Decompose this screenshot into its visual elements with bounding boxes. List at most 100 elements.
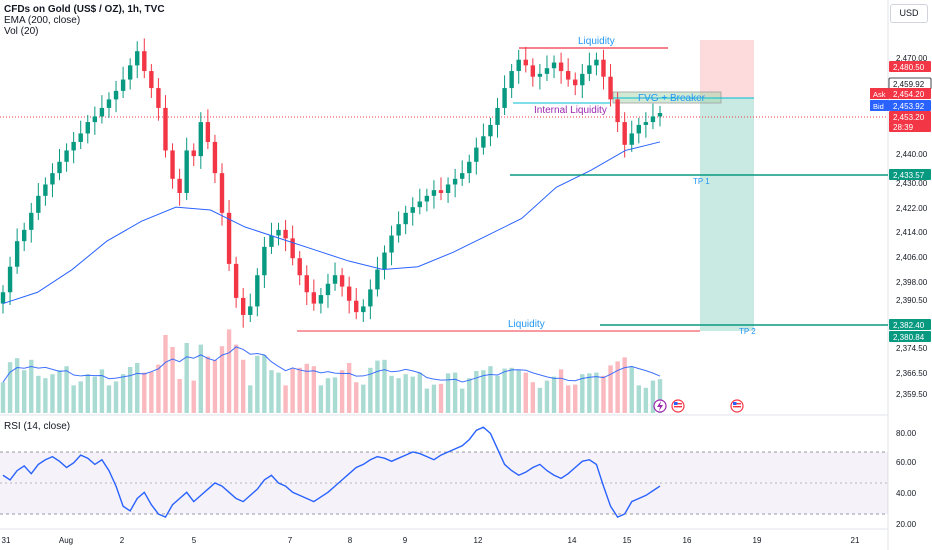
candle-body — [149, 71, 154, 89]
time-tick-label: 8 — [348, 536, 353, 545]
volume-bar — [502, 368, 507, 413]
volume-bar — [389, 375, 394, 413]
volume-bar — [622, 357, 627, 413]
volume-bar — [629, 366, 634, 413]
candle-body — [240, 297, 246, 315]
candle-body — [7, 266, 13, 293]
chart-legend: CFDs on Gold (US$ / OZ), 1h, TVC EMA (20… — [4, 4, 165, 37]
candle-body — [516, 59, 521, 72]
candle-body — [438, 190, 444, 193]
time-axis[interactable]: 31 Aug 2 5 7 8 9 12 14 15 16 19 21 — [2, 536, 860, 545]
volume-bar — [212, 359, 218, 413]
candle-body — [502, 88, 507, 108]
liquidity-bottom-label[interactable]: Liquidity — [508, 319, 545, 330]
fvg-breaker-label[interactable]: FVG + Breaker — [638, 93, 706, 104]
time-tick-label: 19 — [753, 536, 762, 545]
us-flag-event-icon-2[interactable] — [730, 399, 744, 413]
volume-bar — [558, 369, 564, 413]
rsi-line — [2, 426, 661, 518]
candle-body — [657, 113, 663, 117]
volume-bar — [368, 367, 373, 413]
price-tick-label: 2,470.00 — [896, 54, 928, 63]
ema-legend[interactable]: EMA (200, close) — [4, 15, 81, 26]
price-axis[interactable]: 2,470.00 2,440.00 2,430.00 2,422.00 2,414.00… — [870, 54, 932, 399]
time-tick-label: 2 — [120, 536, 125, 545]
volume-bar — [113, 381, 119, 413]
candle-body — [382, 252, 387, 270]
time-tick-label: 21 — [851, 536, 860, 545]
candle-body — [594, 59, 599, 66]
price-badge — [889, 319, 931, 330]
target-zone[interactable] — [700, 98, 754, 331]
volume-bar — [198, 344, 204, 413]
us-flag-event-icon[interactable] — [671, 399, 685, 413]
side-badge — [870, 100, 889, 111]
volume-bar — [184, 343, 189, 413]
volume-bar — [459, 388, 465, 413]
stop-zone[interactable] — [700, 40, 754, 98]
liquidity-top-label[interactable]: Liquidity — [578, 36, 615, 47]
candle-body — [255, 275, 260, 307]
price-badge — [889, 331, 931, 342]
candle-body — [650, 116, 656, 123]
candle-body — [389, 235, 394, 253]
candle-body — [78, 133, 83, 142]
candle-body — [558, 62, 564, 72]
candle-body — [304, 275, 309, 293]
side-badge-label: Bid — [873, 102, 884, 111]
candle-body — [269, 235, 274, 247]
volume-bar — [99, 369, 105, 413]
candle-body — [339, 275, 345, 287]
candle-body — [424, 195, 430, 202]
symbol-title[interactable]: CFDs on Gold (US$ / OZ), 1h, TVC — [4, 4, 165, 15]
candle-body — [142, 51, 147, 72]
volume-bar — [438, 383, 444, 413]
volume-bar — [551, 376, 557, 413]
side-badge — [870, 88, 889, 99]
time-tick-label: 14 — [568, 536, 577, 545]
volume-bar — [149, 371, 154, 413]
price-tick-label: 2,440.00 — [896, 150, 928, 159]
volume-bar — [14, 358, 20, 413]
rsi-tick-label: 60.00 — [896, 458, 917, 467]
tp1-label[interactable]: TP 1 — [693, 177, 710, 186]
candle-body — [29, 212, 34, 230]
volume-bar — [565, 385, 571, 413]
volume-bar — [361, 384, 366, 413]
candle-body — [361, 306, 366, 313]
volume-bar — [269, 370, 274, 413]
price-tick-label: 2,406.00 — [896, 253, 928, 262]
volume-bar — [452, 372, 458, 413]
volume-bar — [43, 378, 48, 413]
volume-bar — [219, 346, 225, 413]
time-tick-label: 12 — [474, 536, 483, 545]
lightning-event-icon[interactable] — [653, 399, 667, 413]
volume-bar — [445, 373, 451, 413]
tp2-label[interactable]: TP 2 — [739, 327, 756, 336]
candle-body — [573, 79, 578, 86]
price-badge — [889, 88, 931, 99]
volume-bar — [657, 379, 663, 413]
volume-bar — [615, 361, 620, 413]
candle-body — [36, 195, 41, 213]
volume-bar — [382, 359, 387, 413]
internal-liquidity-label[interactable]: Internal Liquidity — [534, 105, 607, 116]
candle-body — [551, 62, 557, 69]
volume-bars — [0, 329, 663, 413]
volume-bar — [205, 356, 211, 413]
rsi-legend[interactable]: RSI (14, close) — [4, 421, 71, 432]
price-badge-label: 2,454.20 — [893, 90, 925, 99]
volume-bar — [170, 347, 175, 413]
candle-body — [311, 292, 317, 304]
candle-body — [14, 241, 20, 267]
candle-body — [474, 147, 479, 162]
volume-legend[interactable]: Vol (20) — [4, 26, 39, 37]
volume-bar — [396, 378, 401, 413]
currency-button[interactable]: USD — [890, 4, 928, 23]
candle-body — [233, 263, 239, 298]
volume-bar — [318, 385, 324, 413]
volume-bar — [127, 367, 133, 413]
volume-ma-line — [2, 346, 661, 383]
price-badge-label: 2,380.84 — [893, 333, 925, 342]
